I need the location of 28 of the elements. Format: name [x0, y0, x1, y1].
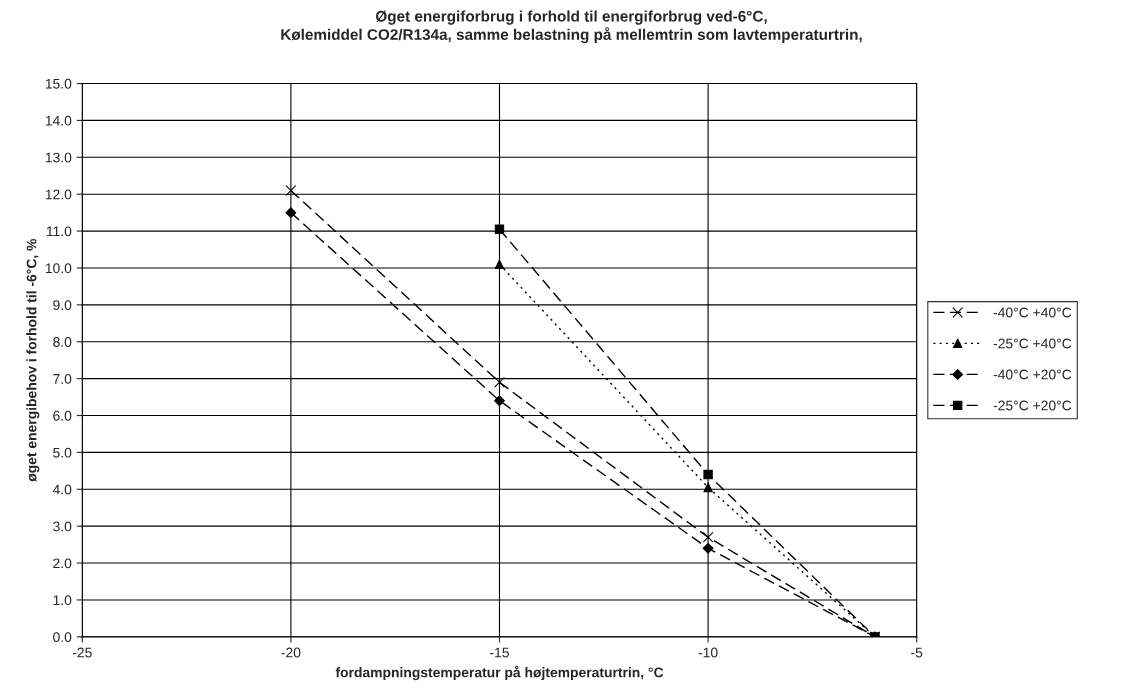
x-axis-title: fordampningstemperatur på højtemperaturtrin, °C — [335, 665, 664, 681]
y-tick-label: 7.0 — [53, 373, 72, 384]
y-tick-label: 0.0 — [53, 632, 72, 643]
y-tick-label: 13.0 — [45, 152, 72, 163]
legend-label: -40°C +40°C — [993, 307, 1072, 318]
y-tick-label: 11.0 — [46, 226, 72, 237]
x-tick-label: -5 — [911, 647, 923, 658]
legend-label: -25°C +40°C — [993, 338, 1072, 349]
legend-label: -40°C +20°C — [993, 369, 1072, 380]
y-tick-label: 3.0 — [53, 521, 72, 532]
legend-label: -25°C +20°C — [993, 400, 1072, 411]
x-tick-label: -20 — [281, 647, 301, 658]
y-axis-title: øget energibehov i forhold til -6°C, % — [26, 238, 40, 482]
y-tick-label: 5.0 — [53, 447, 72, 458]
y-tick-label: 2.0 — [53, 558, 72, 569]
y-tick-label: 6.0 — [53, 410, 72, 421]
y-tick-label: 9.0 — [53, 300, 72, 311]
y-tick-label: 1.0 — [53, 595, 72, 606]
y-tick-label: 8.0 — [53, 337, 72, 347]
y-tick-label: 10.0 — [45, 263, 72, 274]
y-tick-label: 14.0 — [45, 115, 72, 126]
x-tick-label: -15 — [490, 647, 509, 658]
x-tick-label: -10 — [698, 647, 718, 658]
y-tick-label: 4.0 — [52, 484, 72, 495]
y-tick-label: 12.0 — [45, 189, 72, 200]
y-tick-label: 15.0 — [45, 78, 72, 89]
x-tick-label: -25 — [72, 647, 92, 658]
chart-title: Øget energiforbrug i forhold til energiforbrug ved-6°C, Kølemiddel CO2/R134a, samme belastning på mellemtrin som lavtemperaturtrin, — [281, 10, 862, 44]
